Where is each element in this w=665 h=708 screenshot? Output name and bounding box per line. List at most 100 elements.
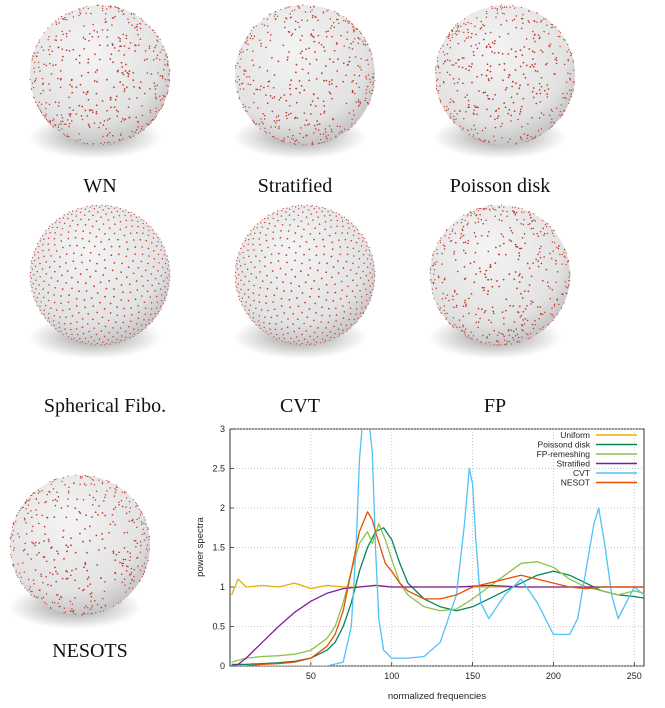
sample-point	[435, 287, 437, 289]
sample-point	[50, 307, 52, 310]
sample-point	[37, 522, 40, 525]
sample-point	[474, 25, 476, 28]
sample-point	[160, 299, 163, 302]
sample-point	[146, 122, 148, 125]
sample-point	[247, 296, 250, 298]
sample-point	[35, 514, 38, 516]
panel-fp	[420, 200, 595, 375]
sample-point	[63, 607, 65, 609]
sample-point	[549, 287, 551, 289]
sample-point	[84, 38, 87, 41]
sample-point	[538, 318, 540, 320]
sphere-body	[30, 5, 170, 145]
sample-point	[134, 27, 136, 29]
sphere-poisson-svg	[433, 4, 575, 159]
sample-point	[572, 81, 574, 83]
sample-point	[147, 225, 149, 227]
sample-point	[67, 301, 70, 304]
sample-point	[464, 252, 467, 254]
sample-point	[122, 73, 125, 76]
sample-point	[534, 319, 536, 322]
sample-point	[307, 72, 310, 75]
sample-point	[444, 235, 446, 237]
sample-point	[570, 54, 572, 56]
sample-point	[255, 25, 257, 27]
sample-point	[288, 298, 291, 301]
sample-point	[554, 122, 556, 124]
sample-point	[152, 120, 154, 122]
sample-point	[501, 122, 503, 125]
sample-point	[527, 20, 530, 22]
sample-point	[530, 300, 533, 303]
sample-point	[489, 70, 492, 73]
sample-point	[129, 556, 132, 558]
sample-point	[45, 113, 47, 115]
sample-point	[551, 288, 554, 291]
sample-point	[49, 123, 52, 125]
sample-point	[568, 284, 570, 286]
sample-point	[91, 35, 94, 38]
sample-point	[40, 573, 42, 576]
sample-point	[108, 238, 111, 241]
legend-label: CVT	[573, 468, 590, 478]
sample-point	[349, 313, 352, 315]
sample-point	[496, 9, 498, 11]
sample-point	[30, 277, 33, 279]
sample-point	[85, 514, 87, 517]
sample-point	[36, 297, 38, 299]
sample-point	[164, 59, 166, 61]
sample-point	[310, 287, 313, 290]
sample-point	[315, 211, 318, 213]
sample-point	[62, 333, 64, 335]
sample-point	[103, 141, 106, 144]
sample-point	[461, 57, 464, 59]
sample-point	[486, 235, 489, 237]
sample-point	[276, 333, 278, 336]
sample-point	[49, 481, 51, 483]
sample-point	[24, 542, 26, 545]
sample-point	[86, 142, 88, 145]
sample-point	[48, 36, 50, 38]
sample-point	[289, 93, 292, 96]
sample-point	[238, 291, 240, 293]
sample-point	[101, 29, 104, 31]
sample-point	[476, 75, 478, 78]
sample-point	[512, 101, 515, 104]
sample-point	[64, 611, 67, 613]
sample-point	[317, 295, 320, 298]
sample-point	[121, 262, 123, 265]
sample-point	[83, 483, 86, 485]
sample-point	[563, 251, 565, 254]
sample-point	[128, 47, 130, 50]
sample-point	[51, 223, 53, 225]
sample-point	[346, 330, 348, 332]
sample-point	[369, 285, 371, 287]
sample-point	[99, 611, 102, 613]
sample-point	[33, 67, 35, 69]
sample-point	[455, 306, 458, 308]
sample-point	[75, 568, 77, 570]
sample-point	[290, 337, 292, 340]
sample-point	[15, 572, 17, 574]
sample-point	[443, 309, 445, 311]
sample-point	[65, 123, 67, 126]
sample-point	[338, 14, 340, 16]
sample-point	[348, 56, 351, 59]
sample-point	[510, 343, 513, 345]
sample-point	[162, 303, 164, 305]
sample-point	[31, 82, 34, 84]
sample-point	[289, 141, 291, 143]
sample-point	[309, 104, 312, 106]
sample-point	[139, 27, 142, 30]
sample-point	[565, 263, 567, 266]
sample-point	[38, 106, 40, 108]
sample-point	[82, 91, 85, 94]
sample-point	[143, 562, 146, 565]
sample-point	[29, 586, 31, 588]
sample-point	[434, 69, 436, 71]
panel-cvt	[225, 200, 400, 375]
sample-point	[461, 229, 464, 232]
sample-point	[369, 48, 371, 50]
sample-point	[17, 533, 19, 535]
sample-point	[343, 216, 346, 218]
